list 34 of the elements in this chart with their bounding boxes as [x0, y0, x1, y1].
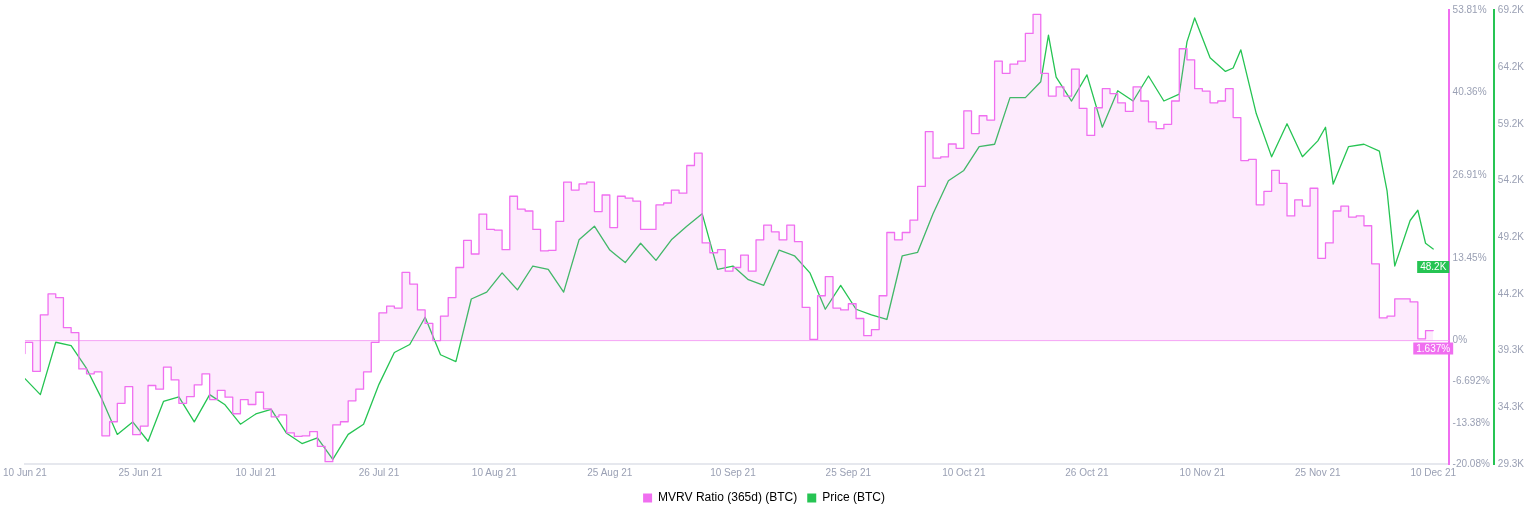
x-tick-label: 26 Jul 21	[358, 466, 400, 478]
data-label: 48.2K	[1420, 261, 1447, 273]
y2-tick-label: 54.2K	[1497, 174, 1525, 186]
x-tick-label: 25 Sep 21	[825, 466, 872, 478]
x-tick-label: 10 Sep 21	[710, 466, 757, 478]
x-tick-label: 10 Jul 21	[235, 466, 277, 478]
x-tick-label: 25 Aug 21	[587, 466, 633, 478]
y2-tick-label: 49.2K	[1497, 231, 1525, 243]
legend-label: MVRV Ratio (365d) (BTC)	[658, 490, 798, 505]
x-tick-label: 10 Oct 21	[942, 466, 986, 478]
x-tick-label: 10 Jun 21	[2, 466, 48, 478]
data-label: 1.637%	[1416, 342, 1451, 354]
y2-tick-label: 59.2K	[1497, 117, 1525, 129]
y-tick-label: -13.38%	[1452, 416, 1490, 428]
y2-tick-label: 34.3K	[1497, 400, 1525, 412]
y-tick-label: 13.45%	[1452, 251, 1487, 263]
y-tick-label: 53.81%	[1452, 3, 1487, 15]
x-tick-label: 25 Jun 21	[118, 466, 163, 478]
x-tick-label: 10 Dec 21	[1410, 466, 1457, 478]
y-tick-label: -6.692%	[1452, 375, 1490, 387]
y2-tick-label: 69.2K	[1497, 3, 1525, 15]
y2-tick-label: 64.2K	[1497, 60, 1525, 72]
y2-tick-label: 44.2K	[1497, 288, 1525, 300]
x-tick-label: 26 Oct 21	[1065, 466, 1110, 478]
y-tick-label: 40.36%	[1452, 86, 1487, 98]
y2-tick-label: 29.3K	[1497, 457, 1525, 469]
y-tick-label: 26.91%	[1452, 169, 1487, 181]
y-tick-label: 0%	[1452, 334, 1468, 346]
y2-tick-label: 39.3K	[1497, 343, 1525, 355]
x-tick-label: 25 Nov 21	[1295, 466, 1342, 478]
y-tick-label: -20.08%	[1452, 457, 1490, 469]
x-tick-label: 10 Aug 21	[471, 466, 518, 478]
x-tick-label: 10 Nov 21	[1179, 466, 1226, 478]
legend-label: Price (BTC)	[822, 490, 885, 505]
